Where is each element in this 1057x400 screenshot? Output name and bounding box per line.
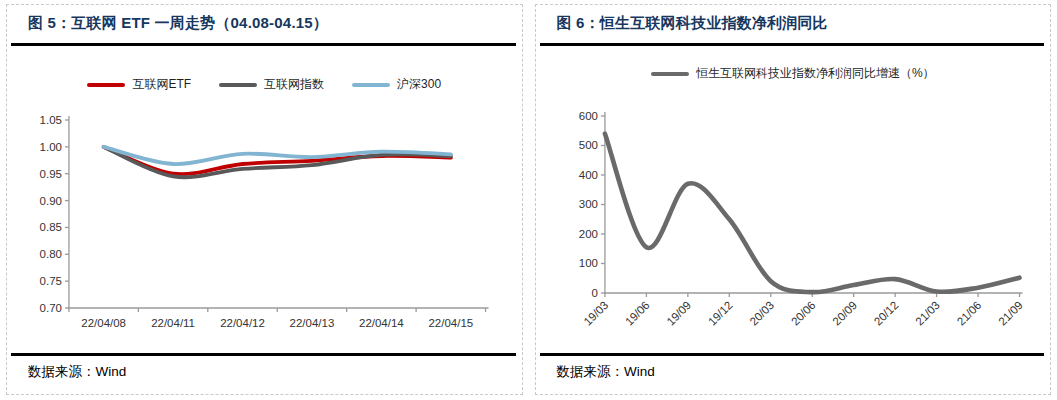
figure5-source-divider [11,353,516,356]
svg-text:400: 400 [578,169,597,181]
svg-text:19/06: 19/06 [623,299,652,328]
svg-text:21/03: 21/03 [913,299,942,328]
figure5-title-divider [11,43,516,46]
svg-text:19/09: 19/09 [664,299,693,328]
source-value: Wind [624,364,655,379]
svg-text:0.95: 0.95 [40,168,62,180]
svg-text:1.00: 1.00 [40,141,62,153]
svg-text:22/04/14: 22/04/14 [359,317,404,329]
figure5-data-source: 数据来源：Wind [28,363,126,381]
svg-text:100: 100 [578,257,597,269]
svg-text:0.75: 0.75 [40,275,62,287]
figure6-title: 图 6：恒生互联网科技业指数净利润同比 [557,14,1041,33]
svg-text:22/04/13: 22/04/13 [290,317,335,329]
svg-text:600: 600 [578,110,597,122]
svg-text:20/09: 20/09 [830,299,859,328]
svg-text:19/03: 19/03 [581,299,610,328]
source-label: 数据来源： [557,364,625,379]
hsti-profit-yoy-chart: 0 100 200 300 400 500 600 19/03 19/06 19/09 19/12 2… [536,47,1051,343]
svg-text:300: 300 [578,198,597,210]
figure6-title-divider [540,43,1045,46]
source-value: Wind [96,364,127,379]
svg-text:22/04/11: 22/04/11 [151,317,195,329]
svg-text:20/12: 20/12 [871,299,900,328]
figure5-panel: 图 5：互联网 ETF 一周走势（04.08-04.15） 互联网ETF互联网指… [6,4,523,395]
svg-text:1.05: 1.05 [40,114,62,126]
series-line-0 [604,134,1019,292]
svg-text:0.70: 0.70 [40,302,62,314]
figure6-panel: 图 6：恒生互联网科技业指数净利润同比 恒生互联网科技业指数净利润同比增速（%）… [535,4,1052,395]
svg-text:500: 500 [578,139,597,151]
figure6-data-source: 数据来源：Wind [557,363,655,381]
svg-text:0: 0 [591,287,597,299]
figures-row: 图 5：互联网 ETF 一周走势（04.08-04.15） 互联网ETF互联网指… [0,0,1057,400]
svg-text:200: 200 [578,228,597,240]
svg-text:0.85: 0.85 [40,221,62,233]
source-label: 数据来源： [28,364,96,379]
etf-week-trend-chart: 0.70 0.75 0.80 0.85 0.90 0.95 1.00 1.05 22/04/08… [7,47,522,343]
svg-text:20/06: 20/06 [788,299,817,328]
svg-text:0.80: 0.80 [40,248,62,260]
svg-text:20/03: 20/03 [747,299,776,328]
svg-text:21/06: 21/06 [954,299,983,328]
svg-text:22/04/12: 22/04/12 [220,317,265,329]
svg-text:21/09: 21/09 [996,299,1025,328]
svg-text:19/12: 19/12 [705,299,734,328]
figure5-title: 图 5：互联网 ETF 一周走势（04.08-04.15） [28,14,512,33]
figure6-source-divider [540,353,1045,356]
svg-text:0.90: 0.90 [40,195,62,207]
svg-text:22/04/15: 22/04/15 [428,317,473,329]
svg-text:22/04/08: 22/04/08 [81,317,126,329]
